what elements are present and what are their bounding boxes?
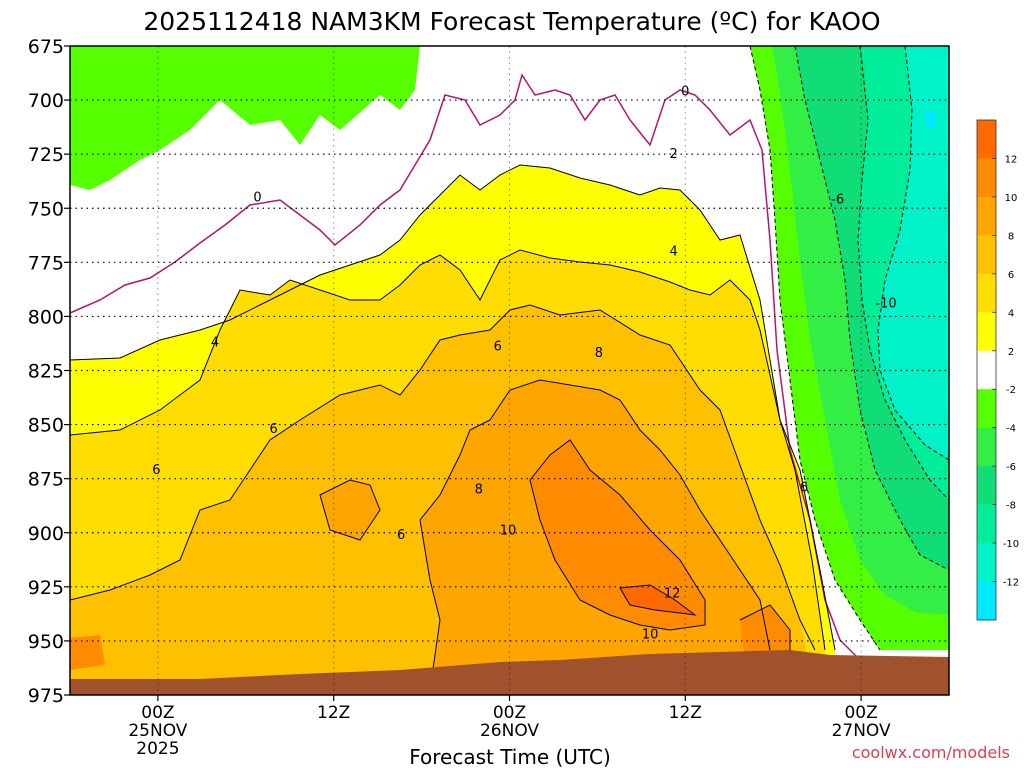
y-tick-label-725: 725 [28,144,64,166]
colorbar-band-4-to-6 [977,273,996,313]
contour-label-9: 6 [800,480,808,495]
colorbar-band--2-to-2 [977,350,996,390]
colorbar-band--6-to--4 [977,427,996,467]
y-tick-label-950: 950 [28,631,64,653]
x-tick-label-54-0: 00Z [844,703,877,723]
contour-label-14: 12 [664,586,681,601]
y-tick-label-875: 875 [28,469,64,491]
contour-2-line [70,164,836,651]
colorbar-label--2: -2 [1006,385,1016,396]
contour-label-5: 6 [269,422,277,437]
x-axis-title: Forecast Time (UTC) [409,745,611,768]
contour-minus10-line [877,46,949,461]
y-tick-label-675: 675 [28,36,64,58]
y-axis: 675 700 725 750 775 800 825 850 875 900 925 950 975 [28,36,70,707]
contour-label-16: -10 [875,296,896,311]
x-tick-label-54-1: 27NOV [832,721,891,741]
y-tick-label-925: 925 [28,577,64,599]
colorbar-label--10: -10 [1003,539,1019,550]
colorbar-label-6: 6 [1008,270,1014,281]
contour-label-3: 4 [669,245,677,260]
band-minus2-to-minus4-left [70,46,420,190]
contour-labels: 0 0 2 4 4 6 6 6 6 6 8 8 10 10 12 -6 -10 [152,84,896,642]
contour-minus4-line [749,46,881,651]
contour-label-2: 2 [669,147,677,162]
colorbar-band--8-to--6 [977,466,996,506]
colorbar-label-4: 4 [1008,308,1014,319]
contour-label-4: 4 [211,335,219,350]
contour-label-7: 6 [494,340,502,355]
colorbar-label-2: 2 [1008,347,1014,358]
contour-label-6: 6 [152,463,160,478]
colorbar-label--12: -12 [1003,578,1019,589]
contour-label-10: 8 [595,346,603,361]
contour-label-11: 8 [475,482,483,497]
colorbar-label-8: 8 [1008,231,1014,242]
y-tick-label-800: 800 [28,306,64,328]
y-tick-label-825: 825 [28,361,64,383]
contour-6-line [70,304,816,651]
colorbar-label-12: 12 [1005,154,1018,165]
colorbar: 12 10 8 6 4 2 -2 -4 -6 -8 -10 -12 [976,119,1019,621]
x-tick-label-18-0: 12Z [317,703,350,723]
terrain-ground [70,650,949,695]
colorbar-label--4: -4 [1006,424,1016,435]
contour-label-0: 0 [253,190,261,205]
colorbar-band-2-to-4 [977,312,996,352]
x-tick-label-6-2: 2025 [136,739,179,759]
y-tick-label-700: 700 [28,90,64,112]
x-tick-label-42-0: 12Z [669,703,702,723]
contour-4-line [70,249,826,651]
x-tick-label-30-1: 26NOV [480,721,539,741]
contour-12-line [619,584,697,616]
grid-lines [70,46,949,695]
contour-minus8-line [857,46,949,501]
y-tick-label-900: 900 [28,523,64,545]
contour-8-line [319,379,771,691]
colorbar-band--4-to--2 [977,389,996,429]
band-10-to-12 [70,440,790,670]
y-tick-label-750: 750 [28,198,64,220]
x-tick-label-30-0: 00Z [493,703,526,723]
band-minus10-to-minus12 [878,46,949,460]
colorbar-band-10-to-12 [977,158,996,198]
colorbar-band--14-to--12 [977,581,996,621]
y-tick-label-775: 775 [28,252,64,274]
colorbar-label-10: 10 [1005,193,1018,204]
colorbar-frame [976,119,997,621]
contour-label-13: 10 [642,627,659,642]
contour-10-line [529,439,791,660]
x-tick-label-6-0: 00Z [141,703,174,723]
colorbar-label--8: -8 [1006,501,1016,512]
colorbar-band--10-to--8 [977,504,996,544]
x-tick-label-6-1: 25NOV [128,721,187,741]
contour-label-1: 0 [681,84,689,99]
contour-label-15: -6 [831,193,844,208]
chart-title: 2025112418 NAM3KM Forecast Temperature (… [143,7,880,36]
colorbar-band-6-to-8 [977,235,996,275]
y-tick-label-850: 850 [28,415,64,437]
contour-label-8: 6 [397,528,405,543]
colorbar-band-12-to-14 [977,120,996,159]
credit-text: coolwx.com/models [852,743,1010,762]
colorbar-band--12-to--10 [977,543,996,582]
y-tick-label-975: 975 [28,685,64,707]
contour-label-12: 10 [500,524,517,539]
band-12-to-14 [620,585,695,615]
plot-area: 0 0 2 4 4 6 6 6 6 6 8 8 10 10 12 -6 -10 [70,46,949,695]
colorbar-band-8-to-10 [977,196,996,236]
colorbar-label--6: -6 [1006,462,1016,473]
band-minus12-to-minus14 [925,110,936,128]
contour-0-line [70,73,861,661]
